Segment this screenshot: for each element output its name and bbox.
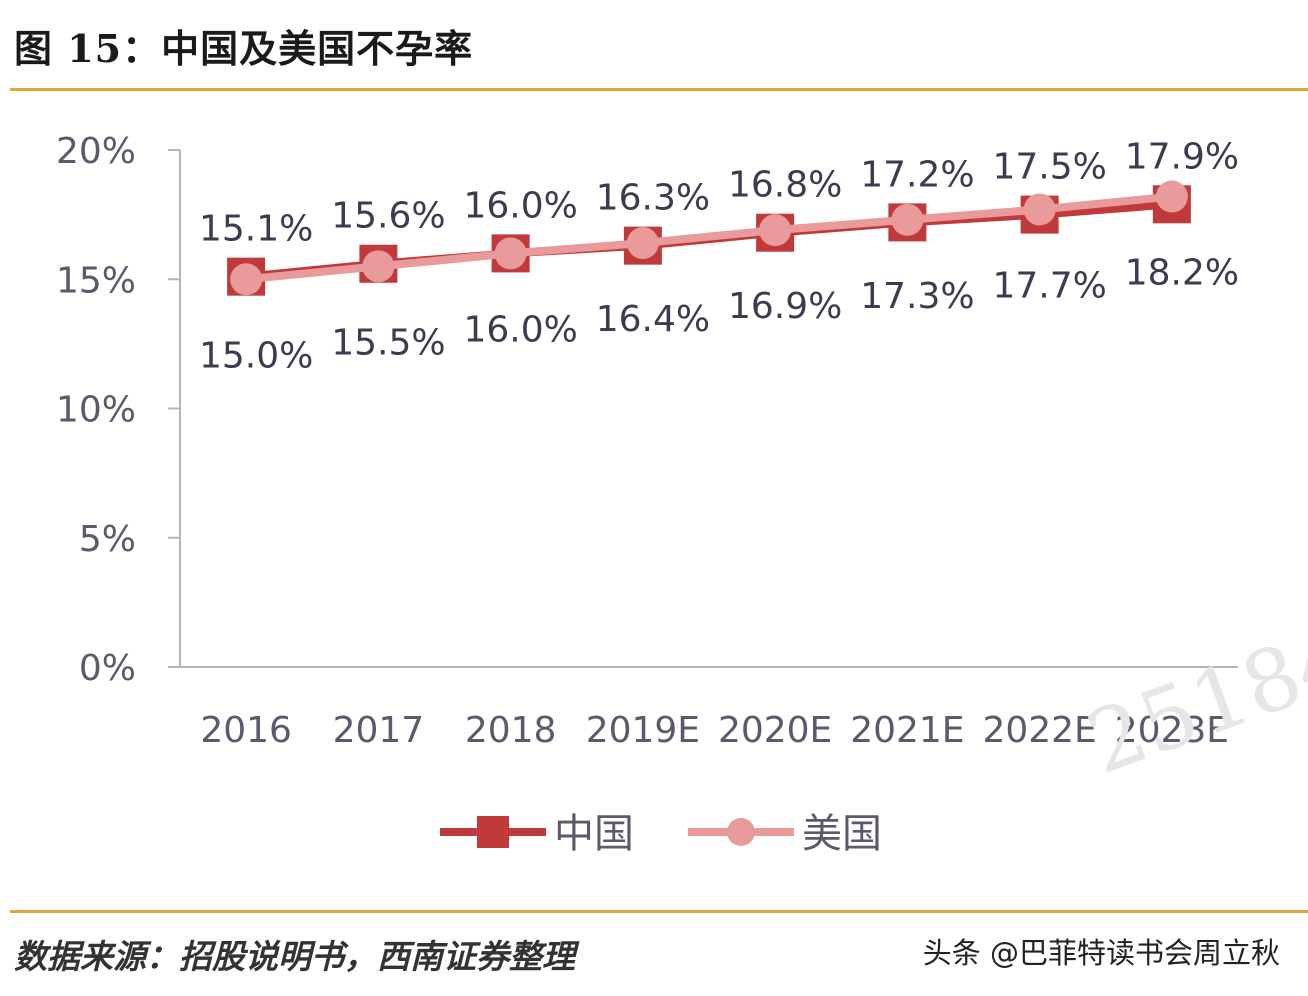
chart-data-labels: 15.1% 15.6% 16.0% 16.3% 16.8% 17.2% 17.5% 17.9%… bbox=[199, 136, 1239, 376]
x-tick-label: 2023E bbox=[1115, 710, 1229, 751]
x-tick-label: 2016 bbox=[200, 710, 292, 751]
data-point-circle bbox=[759, 214, 792, 247]
x-tick-label: 2019E bbox=[586, 710, 700, 751]
series-line bbox=[245, 192, 1173, 284]
figure-title: 图 15：中国及美国不孕率 bbox=[14, 26, 474, 71]
data-point-circle bbox=[1023, 193, 1056, 226]
chart-series bbox=[227, 180, 1191, 296]
data-label: 15.1% bbox=[199, 209, 313, 250]
x-tick-label: 2020E bbox=[718, 710, 832, 751]
data-label: 16.8% bbox=[728, 165, 842, 206]
y-tick-label: 0% bbox=[79, 648, 136, 689]
data-point-circle bbox=[626, 227, 659, 260]
data-label: 15.0% bbox=[199, 335, 313, 376]
data-label: 16.9% bbox=[728, 286, 842, 327]
y-tick-label: 20% bbox=[56, 131, 136, 172]
y-tick-label: 10% bbox=[56, 390, 136, 431]
y-tick-label: 5% bbox=[79, 519, 136, 560]
data-point-circle bbox=[494, 237, 527, 270]
data-label: 17.9% bbox=[1125, 136, 1239, 177]
legend-swatch-square bbox=[477, 816, 509, 848]
author-credit: 头条 @巴菲特读书会周立秋 bbox=[922, 936, 1281, 970]
data-source-note: 数据来源：招股说明书，西南证券整理 bbox=[14, 937, 575, 976]
data-point-circle bbox=[230, 263, 263, 296]
data-label: 18.2% bbox=[1125, 253, 1239, 294]
y-tick-label: 15% bbox=[56, 260, 136, 301]
data-label: 17.7% bbox=[992, 265, 1106, 306]
x-tick-label: 2017 bbox=[333, 710, 425, 751]
chart-legend: 中国 美国 bbox=[440, 811, 882, 857]
x-tick-label: 2021E bbox=[850, 710, 964, 751]
x-tick-label: 2022E bbox=[982, 710, 1096, 751]
x-tick-label: 2018 bbox=[465, 710, 557, 751]
data-label: 16.3% bbox=[596, 178, 710, 219]
legend-swatch-circle bbox=[727, 818, 755, 846]
data-label: 15.6% bbox=[331, 196, 445, 237]
legend-label: 中国 bbox=[554, 811, 634, 857]
data-point-circle bbox=[362, 250, 395, 283]
data-point-circle bbox=[891, 203, 924, 236]
data-label: 16.4% bbox=[596, 299, 710, 340]
x-axis-ticks: 2016 2017 2018 2019E 2020E 2021E 2022E 2023E bbox=[200, 710, 1229, 751]
line-chart: 0% 5% 10% 15% 20% 2016 2017 2018 2019E 2020E 2021… bbox=[56, 131, 1239, 857]
data-point-circle bbox=[1155, 180, 1188, 213]
y-axis-ticks: 0% 5% 10% 15% 20% bbox=[56, 131, 180, 689]
data-label: 15.5% bbox=[331, 322, 445, 363]
data-label: 17.5% bbox=[992, 147, 1106, 188]
data-label: 17.2% bbox=[860, 154, 974, 195]
data-label: 17.3% bbox=[860, 276, 974, 317]
legend-label: 美国 bbox=[802, 811, 882, 857]
data-label: 16.0% bbox=[463, 309, 577, 350]
top-divider bbox=[10, 88, 1308, 91]
data-label: 16.0% bbox=[463, 185, 577, 226]
bottom-divider bbox=[10, 910, 1308, 913]
